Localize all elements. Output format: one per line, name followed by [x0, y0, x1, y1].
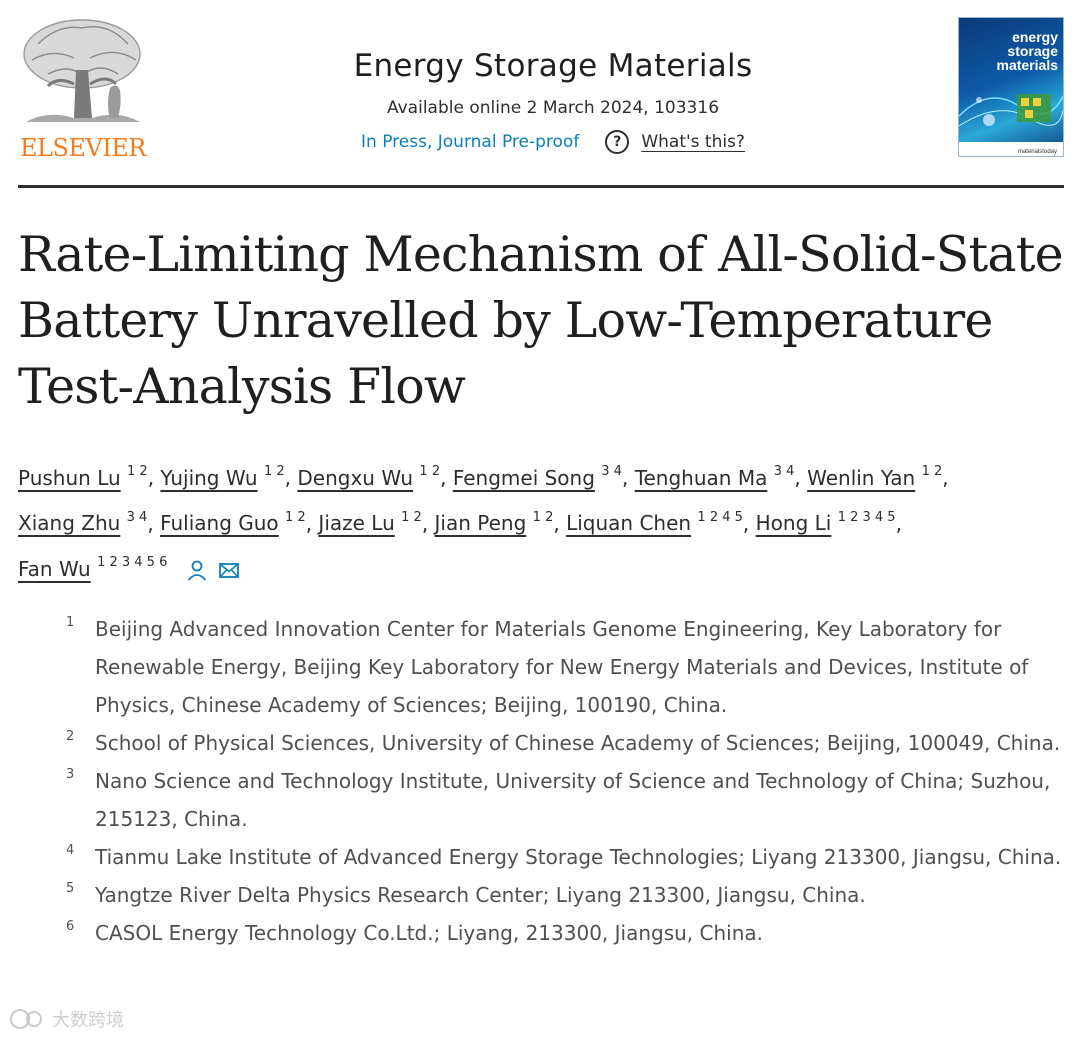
affiliation-item: 1 Beijing Advanced Innovation Center for… — [66, 610, 1066, 724]
question-icon: ? — [605, 130, 630, 154]
author-affiliation-marks: 1 2 3 4 5 — [837, 509, 896, 525]
author-name: Xiang Zhu — [18, 511, 121, 536]
author-affiliation-marks: 3 4 — [126, 509, 148, 525]
author-name: Wenlin Yan — [807, 465, 916, 490]
author-affiliation-marks: 1 2 — [419, 464, 441, 479]
author-name: Hong Li — [755, 511, 832, 536]
author[interactable]: Fengmei Song 3 4 — [452, 464, 622, 490]
person-icon[interactable] — [186, 559, 208, 582]
author-affiliation-marks: 1 2 — [285, 509, 306, 525]
cover-footer: materialstoday — [959, 142, 1063, 156]
cover-title-line: storage — [1007, 43, 1058, 59]
journal-info: Energy Storage Materials Available onlin… — [248, 48, 858, 154]
author-affiliation-marks: 3 4 — [773, 464, 795, 479]
affiliation-number: 5 — [66, 881, 75, 896]
affiliation-item: 6 CASOL Energy Technology Co.Ltd.; Liyan… — [66, 914, 1066, 952]
author-affiliation-marks: 1 2 — [263, 464, 285, 479]
corresponding-author-icons — [186, 559, 240, 582]
affiliation-item: 5 Yangtze River Delta Physics Research C… — [66, 876, 1066, 914]
author-name: Dengxu Wu — [297, 465, 414, 490]
cover-artwork — [959, 94, 1063, 127]
author[interactable]: Dengxu Wu 1 2 — [297, 464, 441, 490]
header-divider — [18, 185, 1064, 188]
author[interactable]: Yujing Wu 1 2 — [160, 464, 285, 490]
elsevier-wordmark: ELSEVIER — [20, 134, 146, 162]
journal-name[interactable]: Energy Storage Materials — [353, 48, 753, 84]
author-affiliation-marks: 3 4 — [601, 464, 622, 479]
cover-title-line: materials — [996, 57, 1058, 73]
author-name: Fuliang Guo — [160, 511, 279, 536]
author[interactable]: Jian Peng 1 2 — [434, 509, 554, 536]
cover-title: energy storage materials — [997, 30, 1058, 72]
elsevier-logo[interactable]: ELSEVIER — [18, 14, 146, 162]
affiliation-item: 2 School of Physical Sciences, Universit… — [66, 724, 1066, 762]
author[interactable]: Xiang Zhu 3 4 — [18, 509, 148, 536]
affiliation-text: CASOL Energy Technology Co.Ltd.; Liyang,… — [95, 921, 764, 945]
tree-icon — [23, 19, 141, 122]
author[interactable]: Jiaze Lu 1 2 — [318, 509, 422, 536]
author-name: Fan Wu — [18, 556, 91, 581]
author-affiliation-marks: 1 2 3 4 5 6 — [97, 555, 168, 571]
email-icon[interactable] — [218, 559, 240, 581]
cover-footer-mark: materialstoday — [1018, 149, 1057, 155]
press-status-row: In Press, Journal Pre-proof ? What's thi… — [248, 130, 858, 154]
journal-cover-thumbnail[interactable]: energy storage materials materialstoday — [958, 17, 1064, 157]
author-name: Liquan Chen — [566, 511, 692, 536]
author[interactable]: Fan Wu 1 2 3 4 5 6 — [18, 555, 168, 581]
whats-this-label: What's this? — [641, 132, 745, 152]
author-list: Pushun Lu 1 2, Yujing Wu 1 2, Dengxu Wu … — [18, 464, 949, 582]
article-title: Rate-Limiting Mechanism of All-Solid-Sta… — [18, 226, 1064, 415]
cover-footer-text: materialstoday — [1018, 149, 1057, 155]
author-affiliation-marks: 1 2 — [921, 464, 943, 479]
affiliation-number: 4 — [66, 843, 75, 858]
affiliation-list: 1 Beijing Advanced Innovation Center for… — [66, 610, 1066, 952]
affiliation-item: 3 Nano Science and Technology Institute,… — [66, 762, 1066, 838]
in-press-status: In Press, Journal Pre-proof — [361, 132, 580, 152]
author[interactable]: Fuliang Guo 1 2 — [160, 509, 306, 536]
author-affiliation-marks: 1 2 — [401, 509, 422, 525]
author[interactable]: Wenlin Yan 1 2 — [807, 464, 943, 490]
watermark-text: 大数跨境 — [52, 1010, 124, 1031]
affiliation-text: Beijing Advanced Innovation Center for M… — [95, 617, 1029, 717]
author[interactable]: Pushun Lu 1 2 — [18, 464, 148, 490]
author-affiliation-marks: 1 2 — [127, 464, 148, 479]
author[interactable]: Tenghuan Ma 3 4 — [634, 464, 795, 490]
author[interactable]: Liquan Chen 1 2 4 5 — [566, 509, 743, 536]
affiliation-number: 2 — [66, 729, 75, 744]
watermark-logo-icon — [10, 1009, 42, 1029]
affiliation-item: 4 Tianmu Lake Institute of Advanced Ener… — [66, 838, 1066, 876]
author-affiliation-marks: 1 2 4 5 — [697, 509, 743, 525]
author-name: Pushun Lu — [18, 465, 121, 490]
whats-this-link[interactable]: ? What's this? — [605, 130, 745, 154]
author-name: Tenghuan Ma — [634, 465, 768, 490]
affiliation-text: Yangtze River Delta Physics Research Cen… — [95, 883, 866, 907]
author-name: Jiaze Lu — [318, 511, 395, 536]
author-name: Yujing Wu — [160, 465, 258, 490]
watermark: 大数跨境 — [8, 1006, 124, 1032]
affiliation-number: 3 — [66, 767, 75, 782]
author[interactable]: Hong Li 1 2 3 4 5 — [755, 509, 896, 536]
availability-date: Available online 2 March 2024, 103316 — [386, 98, 720, 118]
author-name: Fengmei Song — [452, 465, 595, 490]
author-affiliation-marks: 1 2 — [532, 509, 554, 525]
affiliation-text: Nano Science and Technology Institute, U… — [95, 769, 1051, 831]
affiliation-text: School of Physical Sciences, University … — [95, 731, 1061, 755]
affiliation-text: Tianmu Lake Institute of Advanced Energy… — [95, 845, 1062, 869]
article-header: ELSEVIER Energy Storage Materials Availa… — [18, 14, 1064, 174]
author-name: Jian Peng — [434, 511, 527, 536]
cover-title-line: energy — [1012, 29, 1058, 45]
affiliation-number: 6 — [66, 919, 75, 934]
affiliation-number: 1 — [66, 615, 75, 630]
